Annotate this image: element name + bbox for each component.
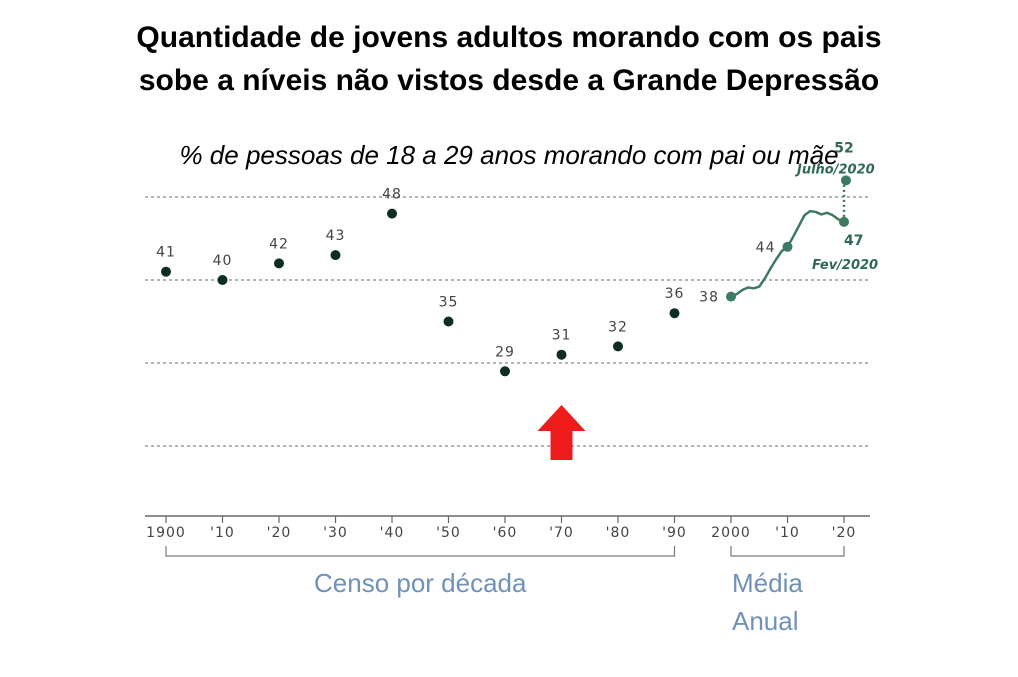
census-point xyxy=(669,308,680,319)
census-point-label: 36 xyxy=(665,286,685,302)
jul2020-value-label: 52 xyxy=(834,140,853,156)
x-tick-label: '20 xyxy=(267,525,292,541)
census-point-label: 35 xyxy=(439,295,459,311)
census-point xyxy=(500,366,510,377)
census-point xyxy=(330,250,341,261)
title-line-2: sobe a níveis não vistos desde a Grande … xyxy=(138,64,880,97)
census-bracket xyxy=(165,546,676,557)
census-point xyxy=(613,341,623,352)
census-point-label: 29 xyxy=(495,344,515,360)
annual-point xyxy=(726,291,736,302)
x-tick-label: '20 xyxy=(832,525,857,541)
census-point xyxy=(443,316,454,327)
census-point xyxy=(387,208,397,219)
annual-group-label-line2: Anual xyxy=(732,606,799,636)
title-line-1: Quantidade de jovens adultos morando com… xyxy=(136,21,882,54)
x-tick-label: '70 xyxy=(549,525,574,541)
annual-group-label-line1: Média xyxy=(732,568,803,598)
feb2020-point xyxy=(839,216,849,227)
jul2020-point xyxy=(841,175,851,186)
jul2020-note: Julho/2020 xyxy=(794,162,875,177)
census-point-label: 31 xyxy=(552,328,572,344)
feb2020-note: Fev/2020 xyxy=(812,258,878,273)
annual-bracket xyxy=(730,546,845,557)
census-point-label: 41 xyxy=(156,245,176,261)
red-arrow-icon xyxy=(537,405,586,460)
x-tick-label: '50 xyxy=(436,525,461,541)
census-point xyxy=(217,275,228,285)
census-point xyxy=(556,349,567,360)
x-tick-label: '30 xyxy=(323,525,348,541)
x-tick-label: '60 xyxy=(493,525,518,541)
x-tick-label: '90 xyxy=(662,525,687,541)
census-point xyxy=(161,266,171,277)
chart-title: Quantidade de jovens adultos morando com… xyxy=(0,16,1018,102)
x-tick-label: '10 xyxy=(775,525,800,541)
census-point-label: 40 xyxy=(213,253,233,269)
census-point-label: 32 xyxy=(608,319,628,335)
x-tick-label: '40 xyxy=(380,525,405,541)
census-point-label: 42 xyxy=(269,236,289,252)
annual-point-label: 44 xyxy=(756,240,776,256)
census-point xyxy=(274,258,284,269)
annual-point xyxy=(782,241,793,252)
census-point-label: 43 xyxy=(326,228,346,244)
x-tick-label: 2000 xyxy=(711,525,751,541)
x-tick-label: 1900 xyxy=(146,525,186,541)
annual-series-line xyxy=(730,209,845,298)
census-group-label: Censo por década xyxy=(314,568,527,598)
x-tick-label: '80 xyxy=(606,525,631,541)
census-point-label: 48 xyxy=(382,187,402,203)
chart-subtitle: % de pessoas de 18 a 29 anos morando com… xyxy=(179,140,839,170)
annual-point-label: 38 xyxy=(699,290,719,306)
x-tick-label: '10 xyxy=(210,525,235,541)
feb2020-value-label: 47 xyxy=(844,233,863,249)
